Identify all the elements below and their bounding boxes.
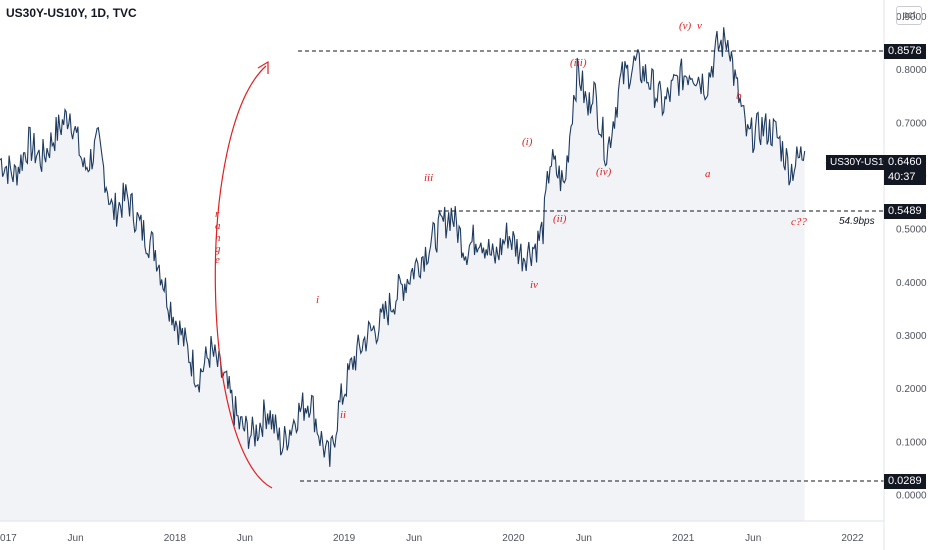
price-axis-tick-4: 0.5000	[896, 225, 927, 236]
wave-label-iii: iii	[424, 172, 433, 184]
price-axis-tick-2: 0.7000	[896, 118, 927, 129]
wave-label-ii: ii	[340, 409, 346, 421]
time-axis-tick-4: 2019	[333, 533, 356, 544]
time-axis-tick-10: 2022	[841, 533, 864, 544]
time-axis[interactable]: 2017 Jun 2018 Jun 2019 Jun 2020 Jun 2021 Jun 2022	[0, 533, 864, 544]
wave-label-sub-iii: (iii)	[570, 57, 587, 69]
symbol-tag: US30Y-US10Y	[826, 155, 900, 170]
wave-label-sub-i: (i)	[522, 136, 533, 148]
price-axis-tick-9: 0.0000	[896, 490, 927, 501]
level-tag-high: 0.8578	[884, 44, 926, 59]
bar-countdown: 40:37	[888, 171, 916, 183]
chart-title: US30Y-US10Y, 1D, TVC	[6, 6, 137, 20]
range-arc-arrowhead	[257, 60, 269, 74]
range-letter-g: g	[215, 243, 221, 255]
time-axis-tick-6: 2020	[502, 533, 525, 544]
current-price-tag: 0.6460 40:37	[884, 155, 926, 185]
price-line	[0, 27, 806, 467]
wave-label-v: v	[697, 20, 702, 32]
distance-label: 54.9bps	[839, 216, 875, 227]
price-axis-tick-1: 0.8000	[896, 65, 927, 76]
time-axis-tick-2: 2018	[164, 533, 187, 544]
price-axis-tick-8: 0.1000	[896, 437, 927, 448]
time-axis-tick-0: 2017	[0, 533, 17, 544]
correction-label-c: c??	[791, 216, 807, 228]
time-axis-tick-1: Jun	[68, 533, 84, 544]
range-letter-r: r	[215, 208, 220, 220]
range-letter-n: n	[215, 232, 221, 244]
price-axis[interactable]: 0.90000.80000.70000.60000.50000.40000.30…	[896, 12, 927, 501]
range-arc	[214, 65, 273, 489]
time-axis-tick-8: 2021	[672, 533, 695, 544]
correction-label-b: b	[736, 90, 742, 102]
scale-unit-button[interactable]: pct	[896, 6, 922, 25]
current-price-value: 0.6460	[888, 156, 922, 168]
level-tag-mid: 0.5489	[884, 204, 926, 219]
time-axis-tick-5: Jun	[406, 533, 422, 544]
price-axis-tick-7: 0.2000	[896, 384, 927, 395]
wave-label-sub-v: (v)	[679, 20, 692, 32]
wave-label-i: i	[316, 294, 319, 306]
range-letter-e: e	[215, 254, 220, 266]
price-axis-tick-0: 0.9000	[896, 12, 927, 23]
wave-label-sub-iv: (iv)	[596, 166, 612, 178]
time-axis-tick-9: Jun	[745, 533, 761, 544]
time-axis-tick-3: Jun	[237, 533, 253, 544]
wave-label-sub-ii: (ii)	[553, 213, 567, 225]
correction-label-a: a	[705, 168, 711, 180]
price-axis-tick-5: 0.4000	[896, 278, 927, 289]
level-tag-low: 0.0289	[884, 474, 926, 489]
wave-label-iv: iv	[530, 279, 538, 291]
price-area-fill	[0, 27, 805, 522]
range-letter-a: a	[215, 220, 221, 232]
price-axis-tick-6: 0.3000	[896, 331, 927, 342]
time-axis-tick-7: Jun	[576, 533, 592, 544]
